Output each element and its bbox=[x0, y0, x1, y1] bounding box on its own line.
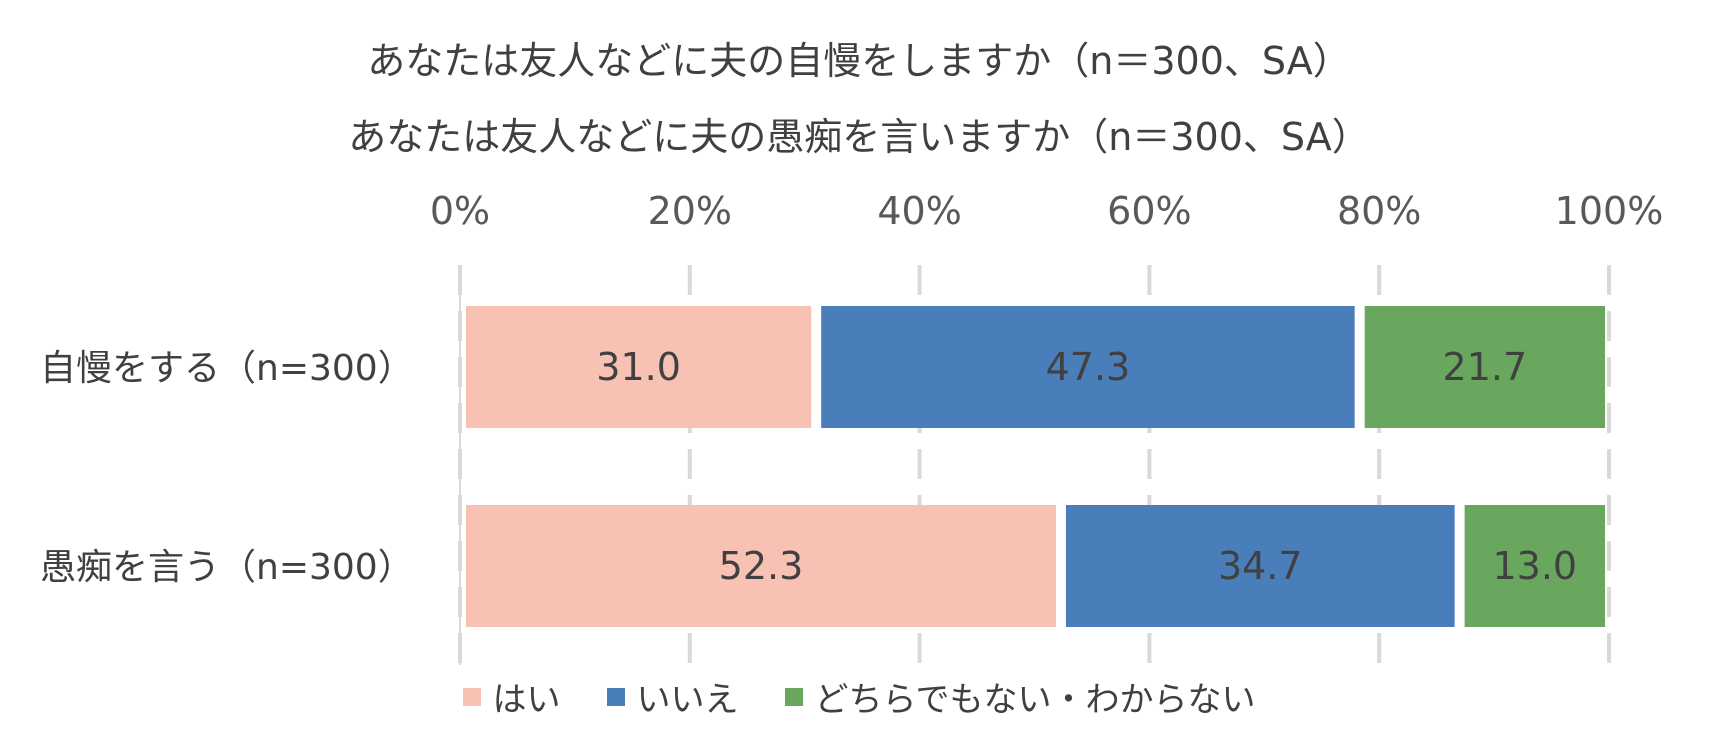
bar-1-0 bbox=[466, 505, 1056, 627]
chart-title-line-2: あなたは友人などに夫の愚痴を言いますか（n＝300、SA） bbox=[348, 115, 1370, 159]
legend-swatch-neither bbox=[784, 687, 803, 706]
x-tick-label-5: 100% bbox=[1555, 189, 1664, 233]
legend-item-yes: はい bbox=[462, 672, 561, 721]
bar-1-2 bbox=[1464, 505, 1605, 627]
category-label-1: 愚痴を言う（n=300） bbox=[40, 547, 414, 588]
bar-1-1 bbox=[1065, 505, 1455, 627]
category-label-0: 自慢をする（n=300） bbox=[40, 348, 414, 389]
chart-title-line-1: あなたは友人などに夫の自慢をしますか（n＝300、SA） bbox=[367, 39, 1351, 83]
legend: はい いいえ どちらでもない・わからない bbox=[0, 672, 1718, 721]
legend-label-no: いいえ bbox=[636, 680, 739, 720]
bar-0-1 bbox=[821, 306, 1355, 428]
legend-label-yes: はい bbox=[492, 680, 561, 720]
bar-0-2 bbox=[1364, 306, 1605, 428]
data-label-1-1: 34.7 bbox=[1218, 544, 1303, 588]
x-tick-label-3: 60% bbox=[1107, 189, 1191, 233]
data-label-1-2: 13.0 bbox=[1493, 544, 1578, 588]
data-label-0-1: 47.3 bbox=[1046, 345, 1131, 389]
legend-label-neither: どちらでもない・わからない bbox=[814, 680, 1256, 720]
x-tick-label-0: 0% bbox=[430, 189, 490, 233]
data-label-0-0: 31.0 bbox=[596, 345, 681, 389]
legend-item-no: いいえ bbox=[606, 672, 739, 721]
legend-swatch-no bbox=[606, 687, 625, 706]
x-tick-label-1: 20% bbox=[648, 189, 732, 233]
legend-swatch-yes bbox=[462, 687, 481, 706]
legend-item-neither: どちらでもない・わからない bbox=[784, 672, 1256, 721]
data-label-1-0: 52.3 bbox=[719, 544, 804, 588]
x-tick-label-2: 40% bbox=[877, 189, 961, 233]
bar-0-0 bbox=[466, 306, 812, 428]
data-label-0-2: 21.7 bbox=[1443, 345, 1528, 389]
x-tick-label-4: 80% bbox=[1337, 189, 1421, 233]
